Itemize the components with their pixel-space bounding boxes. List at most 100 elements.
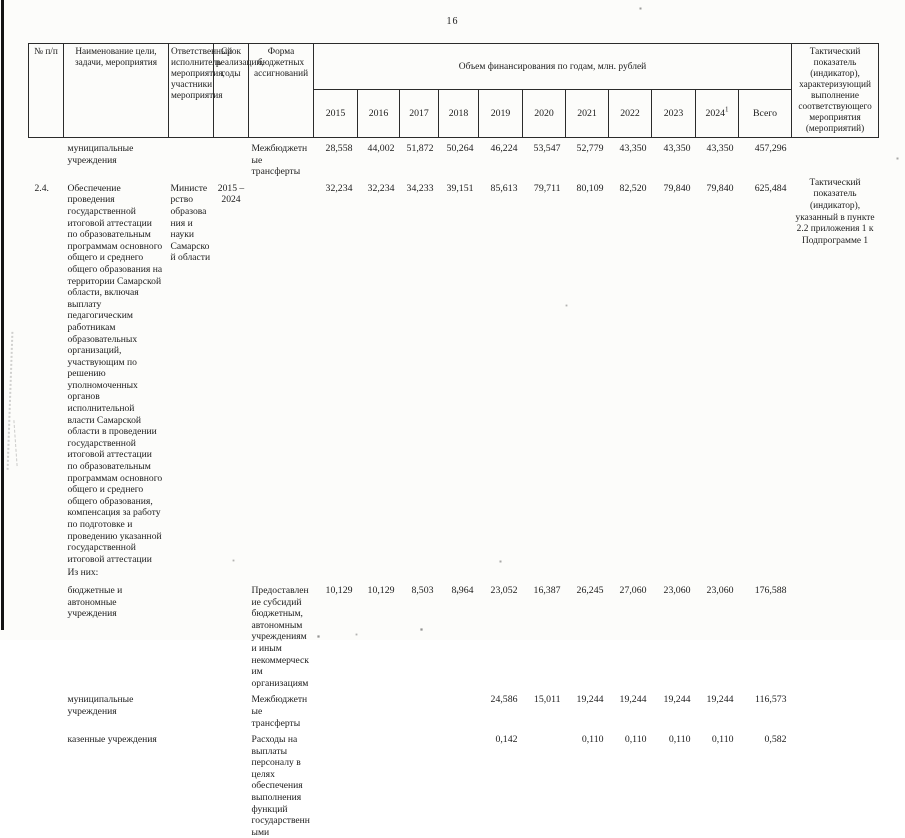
value-2017 — [400, 689, 439, 729]
value-2016: 44,002 — [367, 143, 395, 154]
value-2022: 0,110 — [624, 734, 647, 746]
value-2018 — [439, 689, 479, 729]
row-name: муниципальные учреждения — [67, 694, 134, 717]
value-2015 — [314, 689, 358, 729]
value-2020 — [523, 729, 566, 838]
financing-table: № п/п Наименование цели, задачи, меропри… — [28, 42, 880, 838]
row-term — [214, 729, 249, 838]
row-name: муниципальные учреждения — [67, 143, 134, 166]
row-number: 2.4. — [34, 182, 49, 194]
value-2023: 19,244 — [663, 694, 691, 706]
value-2021: 19,244 — [576, 694, 604, 706]
value-2019: 46,224 — [490, 143, 518, 154]
value-2024: 0,110 — [711, 734, 734, 746]
value-total: 0,582 — [764, 734, 787, 746]
value-2020: 15,011 — [533, 694, 561, 706]
value-2017: 8,503 — [411, 584, 434, 596]
row-indicator — [792, 729, 879, 838]
row-name-note: Из них: — [67, 567, 99, 579]
year-header-2024: 20241 — [695, 89, 739, 138]
col-header-executor: Ответственный исполнитель мероприятия, у… — [168, 43, 232, 138]
value-2020: 79,711 — [533, 182, 561, 194]
col-header-name: Наименование цели, задачи, мероприятия — [63, 43, 169, 138]
total-column-header: Всего — [737, 89, 793, 138]
value-total: 625,484 — [754, 182, 787, 194]
value-2024: 79,840 — [706, 182, 734, 194]
row-name: Обеспечение проведения государственной и… — [64, 178, 169, 579]
row-budget-form: Предоставление субсидий бюджетным, автон… — [251, 584, 309, 689]
value-2022: 27,060 — [619, 584, 647, 596]
row-number — [29, 138, 64, 178]
year-header-2015: 2015 — [313, 89, 358, 138]
value-2021: 26,245 — [576, 584, 604, 596]
value-2018: 50,264 — [446, 143, 474, 154]
scan-noise-dots — [0, 0, 1, 1]
value-2020: 53,547 — [533, 143, 561, 154]
value-2016 — [358, 689, 400, 729]
value-2024: 23,060 — [706, 584, 734, 596]
value-2023: 0,110 — [668, 734, 691, 746]
row-budget-form: Расходы на выплаты персоналу в целях обе… — [251, 734, 310, 838]
row-term — [214, 579, 249, 689]
row-indicator — [792, 579, 879, 689]
value-2021: 80,109 — [576, 182, 604, 194]
year-header-2020: 2020 — [522, 89, 566, 138]
row-indicator: Тактический показатель (индикатор), указ… — [795, 177, 875, 246]
row-number — [29, 729, 64, 838]
col-header-indicator: Тактический показатель (индикатор), хара… — [791, 43, 880, 138]
value-2024: 43,350 — [706, 143, 734, 154]
value-2015: 10,129 — [325, 584, 353, 596]
row-budget-form: Межбюджетные трансферты — [251, 694, 308, 729]
year-header-2022: 2022 — [608, 89, 652, 138]
col-header-form: Форма бюджетных ассигнований — [248, 43, 314, 138]
value-2020: 16,387 — [533, 584, 561, 596]
value-2017 — [400, 729, 439, 838]
table-header-row-1: № п/п Наименование цели, задачи, меропри… — [28, 42, 880, 138]
value-2018: 39,151 — [446, 182, 474, 194]
row-name: казенные учреждения — [67, 734, 157, 746]
row-term — [214, 138, 249, 178]
row-executor — [169, 138, 214, 178]
value-2018 — [439, 729, 479, 838]
value-2015 — [314, 729, 358, 838]
row-executor — [169, 729, 214, 838]
table-row-municipal-institutions: муниципальные учреждения Межбюджетные тр… — [29, 138, 879, 178]
row-indicator — [792, 689, 879, 729]
table-row-state-institutions: казенные учреждения Расходы на выплаты п… — [29, 729, 879, 838]
value-2022: 43,350 — [619, 143, 647, 154]
row-executor — [169, 689, 214, 729]
value-2017: 34,233 — [406, 182, 434, 194]
value-2022: 19,244 — [619, 694, 647, 706]
value-2017: 51,872 — [406, 143, 434, 154]
row-indicator — [792, 138, 879, 178]
value-2022: 82,520 — [619, 182, 647, 194]
row-number — [29, 579, 64, 689]
table-header-row-years: 2015 2016 2017 2018 2019 2020 2021 2022 … — [29, 89, 879, 138]
value-total: 176,588 — [754, 584, 787, 596]
row-executor: Министерство образования и науки Самарск… — [170, 182, 211, 264]
year-header-2021: 2021 — [565, 89, 609, 138]
value-2023: 23,060 — [663, 584, 691, 596]
row-budget-form — [249, 178, 314, 579]
row-term — [214, 689, 249, 729]
value-2024: 19,244 — [706, 694, 734, 706]
value-2016: 32,234 — [367, 182, 395, 194]
value-2021: 0,110 — [581, 734, 604, 746]
col-header-num: № п/п — [28, 43, 64, 138]
value-total: 116,573 — [755, 694, 787, 706]
value-total: 457,296 — [754, 143, 787, 154]
scan-left-edge-artifact — [1, 0, 4, 630]
value-2016: 10,129 — [367, 584, 395, 596]
value-2023: 79,840 — [663, 182, 691, 194]
value-2016 — [358, 729, 400, 838]
value-2019: 24,586 — [490, 694, 518, 706]
table-row-municipal-institutions-2: муниципальные учреждения Межбюджетные тр… — [29, 689, 879, 729]
year-header-2017: 2017 — [399, 89, 439, 138]
row-name-text: Обеспечение проведения государственной и… — [67, 182, 163, 565]
row-term: 2015 – 2024 — [217, 182, 245, 206]
row-executor — [169, 579, 214, 689]
value-2021: 52,779 — [576, 143, 604, 154]
col-header-term: Срок реализации, годы — [213, 43, 264, 138]
year-header-2023: 2023 — [651, 89, 696, 138]
year-header-2018: 2018 — [438, 89, 479, 138]
